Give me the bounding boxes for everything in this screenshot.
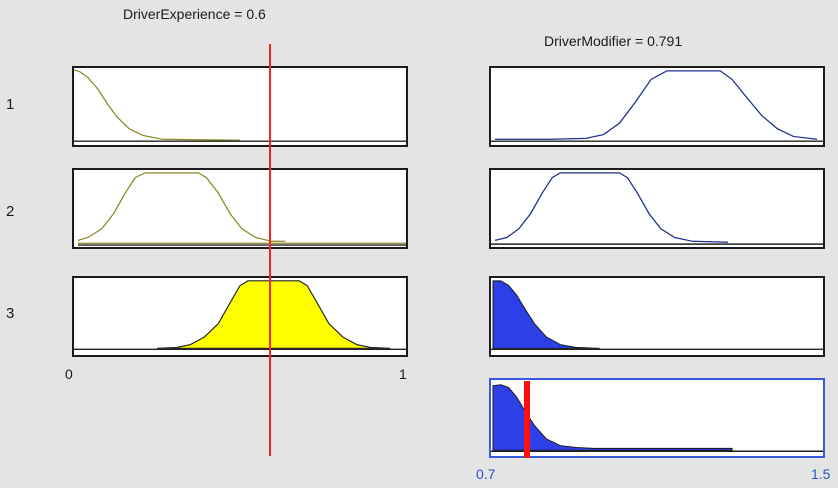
rule-3-output-plot [489,276,825,357]
rule-1-label: 1 [6,96,15,113]
output-value-marker [524,381,530,458]
rule-2-label: 2 [6,203,15,220]
rule-3-output-mf-fill [491,280,823,351]
rule-3-label: 3 [6,305,15,322]
rule-1-input-plot [72,66,408,147]
rule-2-input-plot [72,168,408,249]
output-axis-tick-min: 0.7 [476,466,496,482]
rule-1-output-mf-curve [491,70,823,142]
rule-2-output-plot [489,168,825,249]
rule-1-input-mf-curve [74,69,406,142]
rule-3-input-mf-fill [74,280,406,351]
rule-3-input-plot [72,276,408,357]
input-axis-tick-max: 1 [399,366,407,382]
aggregated-output-fill [491,384,823,452]
aggregated-output-plot [489,378,825,458]
rule-1-output-plot [489,66,825,147]
output-variable-title: DriverModifier = 0.791 [544,33,683,49]
input-axis-tick-min: 0 [65,366,73,382]
rule-2-input-mf-curve [77,172,406,246]
output-axis-tick-max: 1.5 [811,466,831,482]
input-value-indicator-line[interactable] [269,44,271,456]
rule-2-output-mf-curve [491,172,823,245]
input-variable-title: DriverExperience = 0.6 [123,6,266,22]
